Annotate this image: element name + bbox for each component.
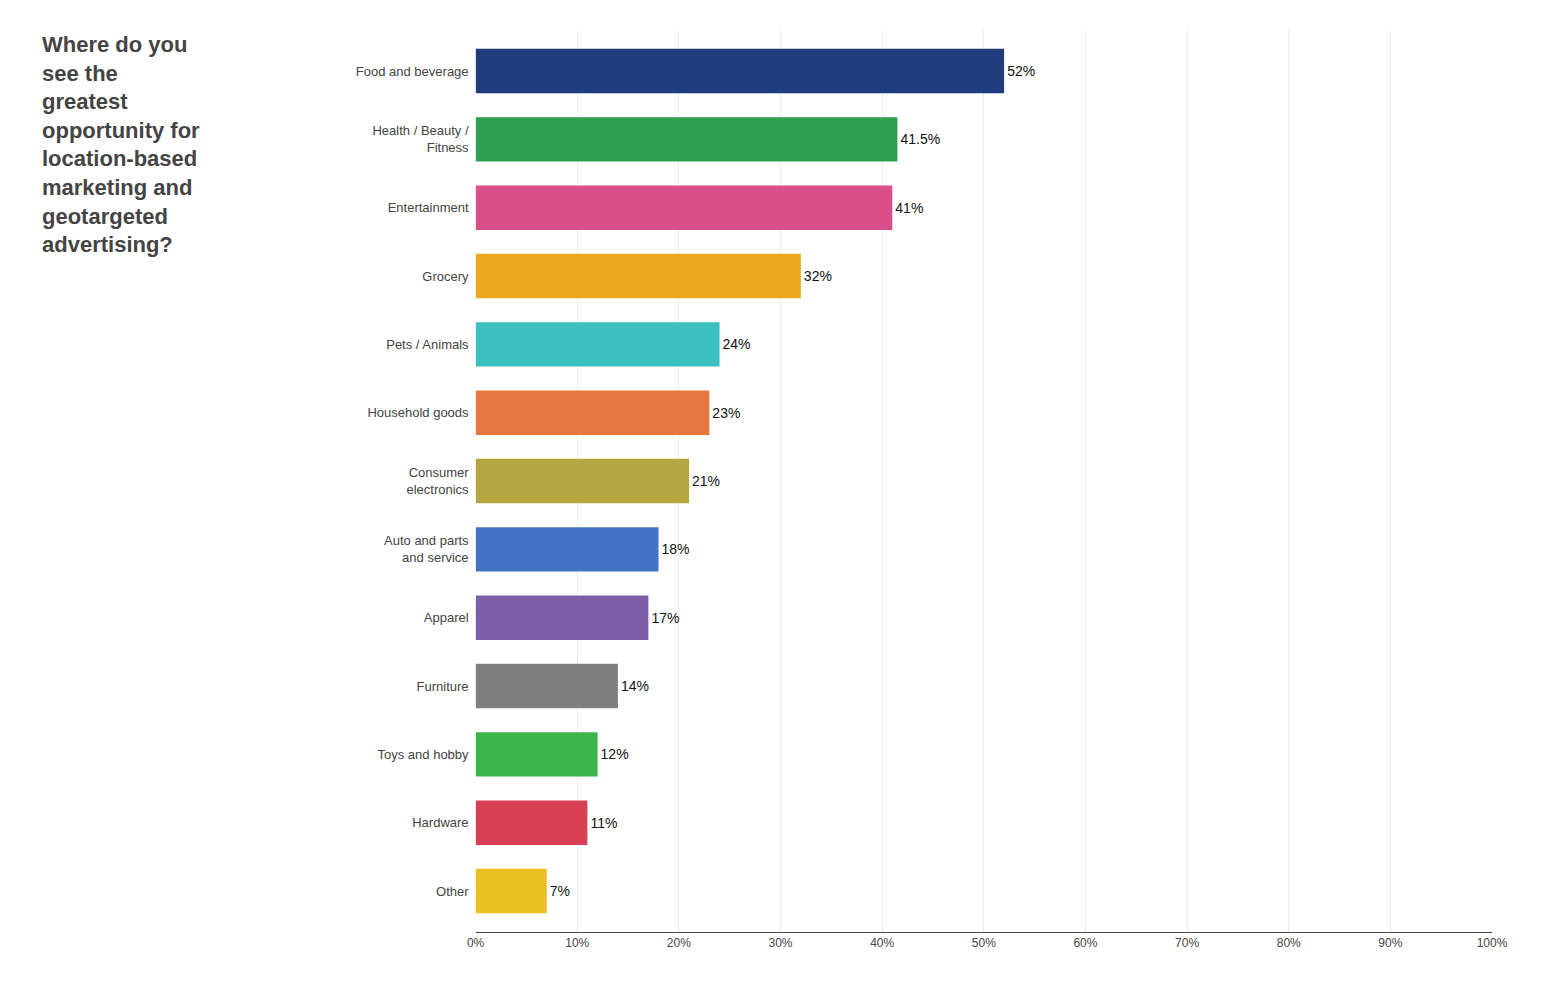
svg-text:100%: 100% [1477,936,1508,950]
svg-text:12%: 12% [601,746,629,762]
svg-text:32%: 32% [804,268,832,284]
svg-text:Where do yousee thegreatestopp: Where do yousee thegreatestopportunity f… [42,32,200,257]
svg-text:Toys and hobby: Toys and hobby [378,747,470,762]
svg-text:14%: 14% [621,678,649,694]
svg-text:23%: 23% [712,405,740,421]
svg-text:Hardware: Hardware [412,815,468,830]
svg-text:30%: 30% [769,936,793,950]
svg-text:21%: 21% [692,473,720,489]
svg-text:7%: 7% [550,883,570,899]
svg-text:Health / Beauty /Fitness: Health / Beauty /Fitness [372,123,469,155]
svg-text:Auto and partsand service: Auto and partsand service [384,533,469,565]
svg-text:90%: 90% [1378,936,1402,950]
svg-text:Other: Other [436,884,469,899]
svg-text:52%: 52% [1007,63,1035,79]
svg-text:Consumerelectronics: Consumerelectronics [406,465,469,497]
svg-text:70%: 70% [1175,936,1199,950]
svg-text:0%: 0% [467,936,485,950]
svg-text:Pets / Animals: Pets / Animals [386,337,469,352]
svg-text:18%: 18% [662,541,690,557]
svg-text:60%: 60% [1073,936,1097,950]
svg-text:10%: 10% [565,936,589,950]
svg-text:Food and beverage: Food and beverage [356,64,469,79]
svg-text:24%: 24% [723,336,751,352]
svg-text:Household goods: Household goods [367,405,469,420]
svg-text:Entertainment: Entertainment [388,200,469,215]
svg-text:41.5%: 41.5% [900,131,940,147]
svg-text:Apparel: Apparel [424,610,469,625]
svg-text:80%: 80% [1277,936,1301,950]
svg-text:Furniture: Furniture [417,679,469,694]
svg-text:17%: 17% [651,610,679,626]
svg-text:40%: 40% [870,936,894,950]
svg-text:41%: 41% [895,200,923,216]
svg-text:Grocery: Grocery [422,269,469,284]
svg-text:50%: 50% [972,936,996,950]
svg-text:11%: 11% [590,815,617,831]
svg-text:20%: 20% [667,936,691,950]
